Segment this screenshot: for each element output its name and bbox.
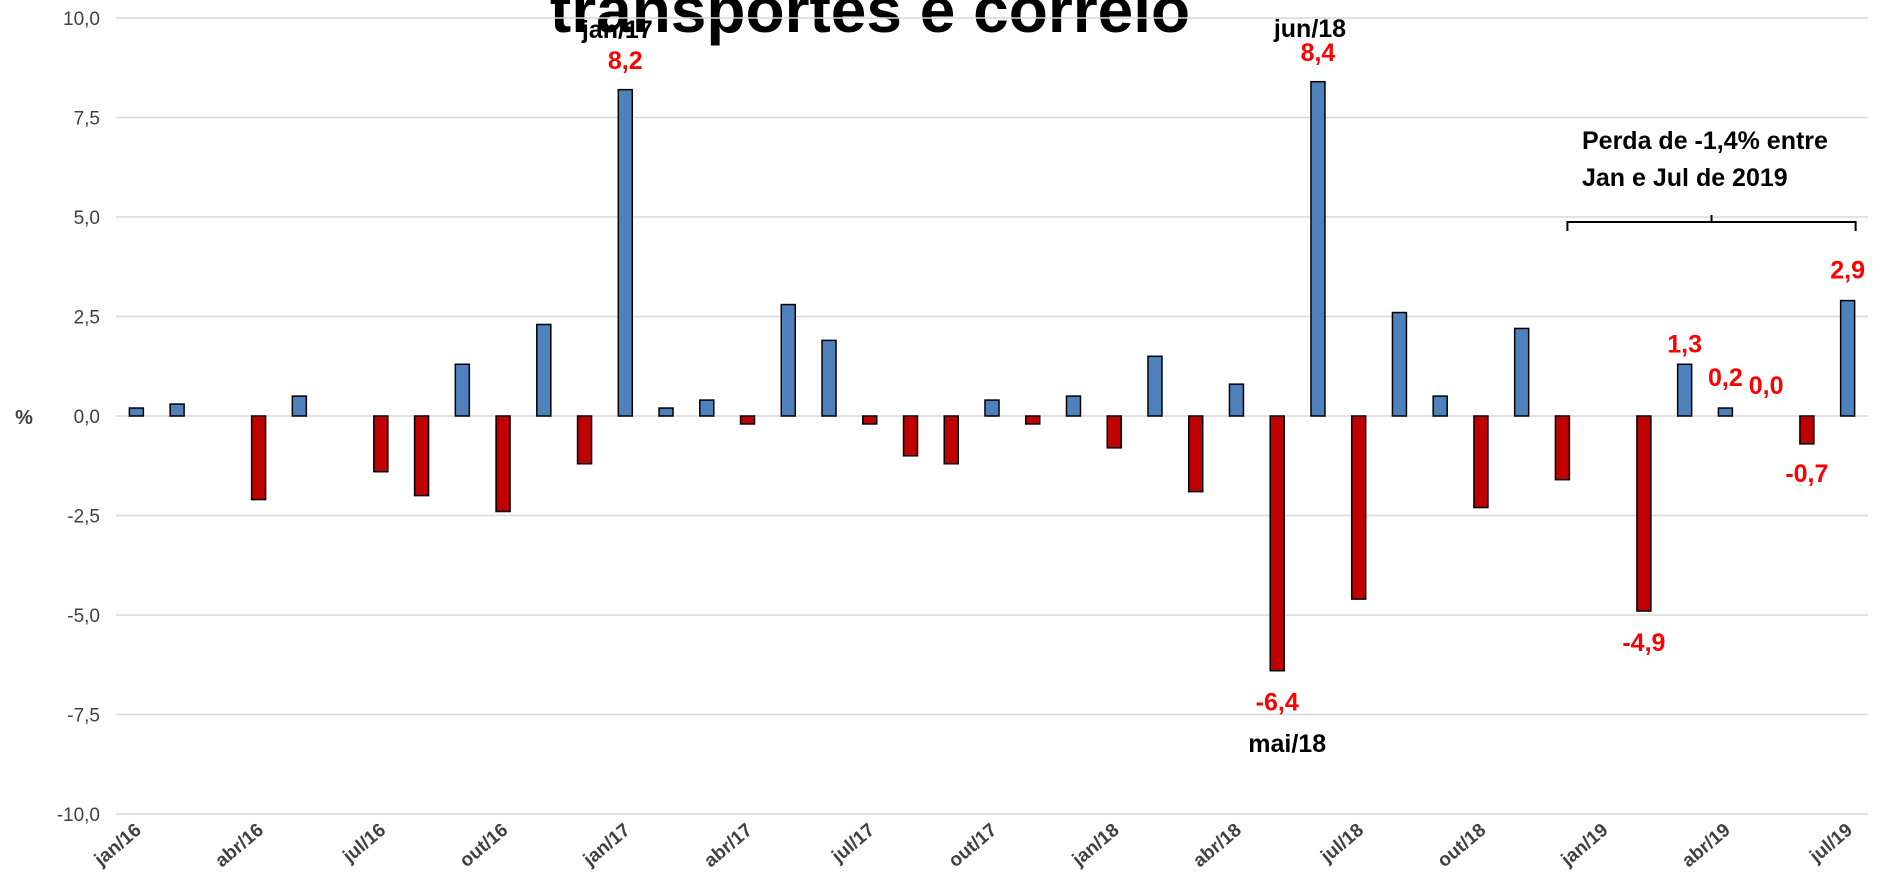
bar-abr/16 bbox=[250, 415, 267, 501]
bar-fev/19 bbox=[1636, 415, 1652, 612]
month-annotations: jan/17 jun/18 mai/18 bbox=[581, 15, 1346, 758]
y-tick-label: 0,0 bbox=[74, 407, 100, 428]
bracket bbox=[1566, 215, 1857, 231]
bar-ago/17 bbox=[902, 415, 919, 457]
month-annotation: jun/18 bbox=[1273, 15, 1346, 43]
bar-jul/17 bbox=[862, 415, 878, 425]
x-tick-label: out/17 bbox=[945, 820, 1001, 872]
x-tick-label: abr/18 bbox=[1189, 820, 1245, 872]
bars bbox=[128, 80, 1856, 672]
y-axis-ticks: 10,0 7,5 5,0 2,5 0,0 -2,5 -5,0 -7,5 -10,0 bbox=[57, 9, 100, 826]
data-labels: 8,2 -6,4 8,4 -4,9 1,30,2 0,0 -0,7 2,9 bbox=[608, 39, 1865, 717]
bar-fev/18 bbox=[1147, 355, 1163, 417]
bar-set/18 bbox=[1432, 395, 1448, 417]
data-label: -4,9 bbox=[1622, 629, 1665, 657]
x-tick-label: jul/19 bbox=[1805, 820, 1856, 868]
data-label: -0,7 bbox=[1785, 460, 1828, 488]
bar-set/17 bbox=[943, 415, 960, 465]
bar-jan/16 bbox=[128, 407, 145, 417]
x-tick-label: abr/19 bbox=[1678, 820, 1734, 872]
note-line-1: Perda de -1,4% entre bbox=[1582, 127, 1828, 155]
x-tick-label: abr/17 bbox=[700, 820, 756, 872]
bracket-note: Perda de -1,4% entre Jan e Jul de 2019 bbox=[1566, 127, 1857, 231]
x-tick-label: jul/16 bbox=[339, 820, 390, 868]
x-tick-label: jan/18 bbox=[1068, 820, 1124, 871]
x-axis-ticks: jan/16 abr/16 jul/16 out/16 jan/17 abr/17 jul/… bbox=[90, 820, 1857, 872]
bar-fev/16 bbox=[169, 403, 185, 417]
bar-jul/19 bbox=[1839, 299, 1856, 417]
y-tick-label: -2,5 bbox=[67, 507, 100, 528]
bar-mar/19 bbox=[1676, 363, 1693, 417]
y-tick-label: -7,5 bbox=[67, 706, 100, 727]
data-label: -6,4 bbox=[1256, 689, 1299, 717]
data-label: 2,9 bbox=[1830, 257, 1865, 285]
x-tick-label: jul/17 bbox=[828, 820, 879, 868]
bar-nov/18 bbox=[1513, 327, 1530, 417]
bar-dez/17 bbox=[1065, 395, 1082, 417]
bar-out/16 bbox=[495, 415, 511, 513]
bar-out/17 bbox=[984, 399, 1000, 417]
data-label: 8,2 bbox=[608, 47, 643, 75]
x-tick-label: jan/19 bbox=[1557, 820, 1613, 871]
x-tick-label: out/16 bbox=[456, 820, 512, 872]
bar-abr/18 bbox=[1228, 383, 1245, 417]
bar-mar/17 bbox=[699, 399, 715, 417]
x-tick-label: jul/18 bbox=[1316, 820, 1367, 868]
y-tick-label: -5,0 bbox=[67, 606, 100, 627]
bar-nov/16 bbox=[536, 323, 552, 417]
data-label: 8,4 bbox=[1301, 39, 1336, 67]
bar-jan/18 bbox=[1106, 415, 1122, 449]
bar-dez/18 bbox=[1554, 415, 1571, 481]
bar-jun/17 bbox=[821, 339, 837, 417]
bar-dez/16 bbox=[576, 415, 593, 465]
note-line-2: Jan e Jul de 2019 bbox=[1582, 164, 1788, 192]
data-label: 1,3 bbox=[1667, 330, 1702, 358]
bar-abr/19 bbox=[1717, 407, 1734, 417]
bar-jul/16 bbox=[373, 415, 389, 473]
x-tick-label: jan/16 bbox=[90, 820, 146, 871]
bar-jul/18 bbox=[1350, 415, 1367, 600]
chart-title: transportes e correio bbox=[550, 0, 1190, 46]
bar-abr/17 bbox=[739, 415, 756, 425]
bar-fev/17 bbox=[658, 407, 674, 417]
y-tick-label: 7,5 bbox=[74, 109, 100, 130]
y-tick-label: -10,0 bbox=[57, 805, 100, 826]
bar-set/16 bbox=[454, 363, 471, 417]
y-tick-label: 10,0 bbox=[63, 9, 100, 30]
bar-out/18 bbox=[1473, 415, 1489, 509]
bar-mar/18 bbox=[1187, 415, 1204, 493]
bar-mai/17 bbox=[780, 303, 797, 417]
bar-mai/16 bbox=[291, 395, 308, 417]
bar-ago/16 bbox=[413, 415, 430, 497]
bar-nov/17 bbox=[1024, 415, 1041, 425]
bar-jun/18 bbox=[1310, 80, 1326, 417]
month-annotation: mai/18 bbox=[1248, 730, 1326, 758]
grid-lines bbox=[116, 17, 1868, 815]
y-axis-label: % bbox=[15, 407, 33, 429]
bar-ago/18 bbox=[1391, 311, 1408, 417]
x-tick-label: out/18 bbox=[1434, 820, 1490, 872]
y-tick-label: 2,5 bbox=[74, 308, 100, 329]
bar-jan/17 bbox=[617, 88, 634, 417]
x-tick-label: jan/17 bbox=[579, 820, 635, 871]
y-tick-label: 5,0 bbox=[74, 208, 100, 229]
bar-mai/18 bbox=[1269, 415, 1285, 672]
bar-jun/19 bbox=[1799, 415, 1815, 445]
month-annotation: jan/17 bbox=[581, 16, 653, 44]
data-label: 0,0 bbox=[1749, 372, 1784, 400]
data-label: 0,2 bbox=[1708, 364, 1743, 392]
x-tick-label: abr/16 bbox=[211, 820, 267, 872]
